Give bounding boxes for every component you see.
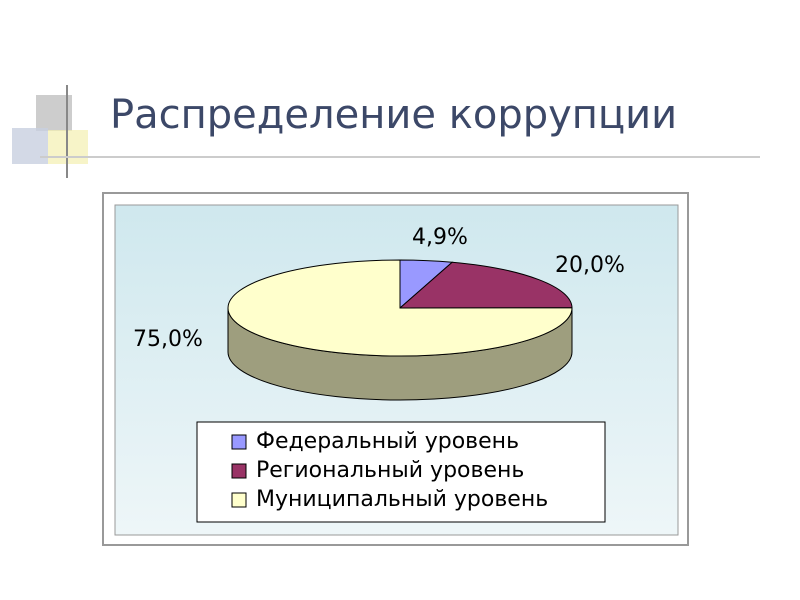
legend-swatch <box>231 492 247 508</box>
slice <box>227 259 573 357</box>
slice <box>398 261 573 309</box>
value-label: 4,9% <box>412 225 468 250</box>
legend-swatch <box>231 434 247 450</box>
legend <box>196 421 606 523</box>
legend-swatch <box>231 463 247 479</box>
value-label: 75,0% <box>133 327 203 352</box>
decoration <box>12 85 760 178</box>
value-label: 20,0% <box>555 253 625 278</box>
legend-items: Федеральный уровень Региональный уровень М… <box>231 429 548 512</box>
slide-title: Распределение коррупции <box>110 92 677 138</box>
legend-label: Муниципальный уровень <box>256 487 548 512</box>
legend-label: Региональный уровень <box>256 458 524 483</box>
legend-label: Федеральный уровень <box>256 429 519 454</box>
pie: 4,9% 20,0% 75,0% <box>133 225 625 401</box>
